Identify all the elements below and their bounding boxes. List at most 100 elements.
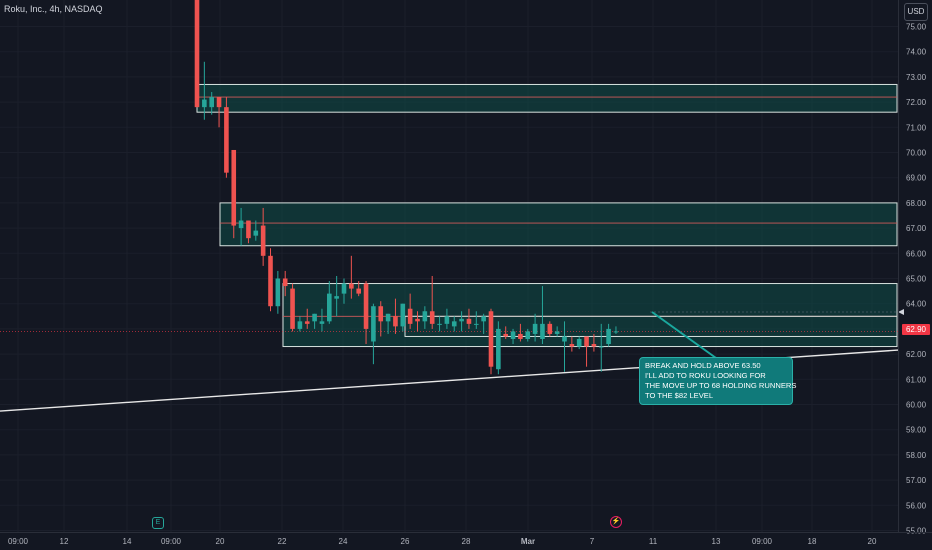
candle-body <box>422 311 428 322</box>
y-tick-label: 69.00 <box>906 174 927 183</box>
candle-body <box>496 328 501 370</box>
x-tick-label: 20 <box>868 537 877 546</box>
candle-body <box>569 344 575 347</box>
breakout-arrow <box>898 309 904 315</box>
candle-body <box>268 255 273 307</box>
candle-body <box>598 346 604 348</box>
time-axis: 09:00 12 14 09:00 20 22 24 26 28 Mar 7 11 13 09:00 18 2… <box>0 532 932 546</box>
y-tick-label: 60.00 <box>906 401 927 410</box>
candle-body <box>488 311 494 367</box>
candle-body <box>194 0 200 108</box>
price-axis: 55.00 56.00 57.00 58.00 59.00 60.00 61.00 62.00… <box>898 0 927 536</box>
x-tick-label: 18 <box>808 537 817 546</box>
candle-body <box>319 321 325 324</box>
candle-body <box>591 344 597 347</box>
candle-body <box>576 338 582 347</box>
symbol-title: Roku, Inc., 4h, NASDAQ <box>4 4 103 14</box>
note-line: THE MOVE UP TO 68 HOLDING RUNNERS <box>645 381 797 390</box>
x-tick-label: 28 <box>462 537 471 546</box>
y-tick-label: 58.00 <box>906 451 927 460</box>
zone-box <box>219 202 898 247</box>
last-price-tag: 62.90 <box>902 324 930 335</box>
dividend-icon[interactable]: ⚡ <box>610 516 622 528</box>
candle-body <box>554 331 560 334</box>
y-tick-label: 75.00 <box>906 23 927 32</box>
y-tick-label: 59.00 <box>906 426 927 435</box>
candle-body <box>341 283 347 294</box>
candle-body <box>385 313 391 322</box>
y-tick-label: 61.00 <box>906 375 927 384</box>
y-tick-label: 74.00 <box>906 48 927 57</box>
candle-body <box>246 220 251 239</box>
y-tick-label: 56.00 <box>906 501 927 510</box>
candle-body <box>371 306 376 342</box>
note-line: TO THE $82 LEVEL <box>645 391 714 400</box>
candle-body <box>356 288 361 294</box>
candle-body <box>297 321 303 329</box>
candle-body <box>407 308 413 324</box>
candle-body <box>231 149 237 226</box>
trade-note-annotation[interactable]: BREAK AND HOLD ABOVE 63.50 I'LL ADD TO R… <box>639 357 797 405</box>
candle-body <box>378 306 384 322</box>
candle-body <box>260 225 266 256</box>
candle-body <box>238 220 244 229</box>
x-tick-label: 26 <box>401 537 410 546</box>
candle-body <box>525 331 531 339</box>
y-tick-label: 72.00 <box>906 98 927 107</box>
y-tick-label: 66.00 <box>906 249 927 258</box>
y-tick-label: 68.00 <box>906 199 927 208</box>
candle-body <box>474 323 479 325</box>
supply-demand-zones <box>0 83 898 348</box>
earnings-icon[interactable]: E <box>152 517 164 529</box>
y-tick-label: 64.00 <box>906 300 927 309</box>
candle-body <box>216 97 222 108</box>
y-tick-label: 70.00 <box>906 149 927 158</box>
candle-body <box>253 230 259 236</box>
candle-body <box>613 331 619 333</box>
candle-body <box>510 331 516 339</box>
zone-box <box>196 83 898 113</box>
y-tick-label: 62.00 <box>906 350 927 359</box>
candle-body <box>275 278 281 307</box>
candle-body <box>415 318 420 322</box>
candle-body <box>304 321 310 324</box>
candle-body <box>429 311 435 324</box>
x-tick-label: 09:00 <box>8 537 29 546</box>
candle-body <box>584 336 589 347</box>
x-tick-label: 14 <box>123 537 132 546</box>
note-line: I'LL ADD TO ROKU LOOKING FOR <box>645 371 766 380</box>
y-tick-label: 71.00 <box>906 123 927 132</box>
candle-body <box>349 283 354 289</box>
candle-body <box>466 318 472 324</box>
candle-body <box>312 313 317 322</box>
candle-body <box>282 278 288 287</box>
x-tick-label: 12 <box>60 537 69 546</box>
candle-body <box>437 323 442 325</box>
candle-body <box>202 99 207 108</box>
x-tick-label: 09:00 <box>161 537 182 546</box>
candle-body <box>562 336 567 342</box>
candle-body <box>540 323 545 339</box>
y-tick-label: 65.00 <box>906 275 927 284</box>
candles-layer <box>194 0 619 375</box>
candle-body <box>459 318 464 322</box>
y-tick-label: 67.00 <box>906 224 927 233</box>
y-tick-label: 73.00 <box>906 73 927 82</box>
candle-body <box>444 316 450 324</box>
note-line: BREAK AND HOLD ABOVE 63.50 <box>645 361 761 370</box>
annotation-pointer <box>651 311 717 359</box>
candle-body <box>606 328 611 345</box>
x-tick-label: 7 <box>590 537 595 546</box>
candle-body <box>481 316 486 322</box>
candle-body <box>518 333 523 339</box>
x-tick-label: 22 <box>278 537 287 546</box>
x-tick-label: 24 <box>339 537 348 546</box>
x-tick-label: 13 <box>712 537 721 546</box>
candle-body <box>363 283 369 329</box>
x-tick-label: 09:00 <box>752 537 773 546</box>
currency-button[interactable]: USD <box>904 3 928 21</box>
candle-body <box>547 323 553 334</box>
candle-body <box>400 303 406 327</box>
candle-body <box>532 323 538 334</box>
